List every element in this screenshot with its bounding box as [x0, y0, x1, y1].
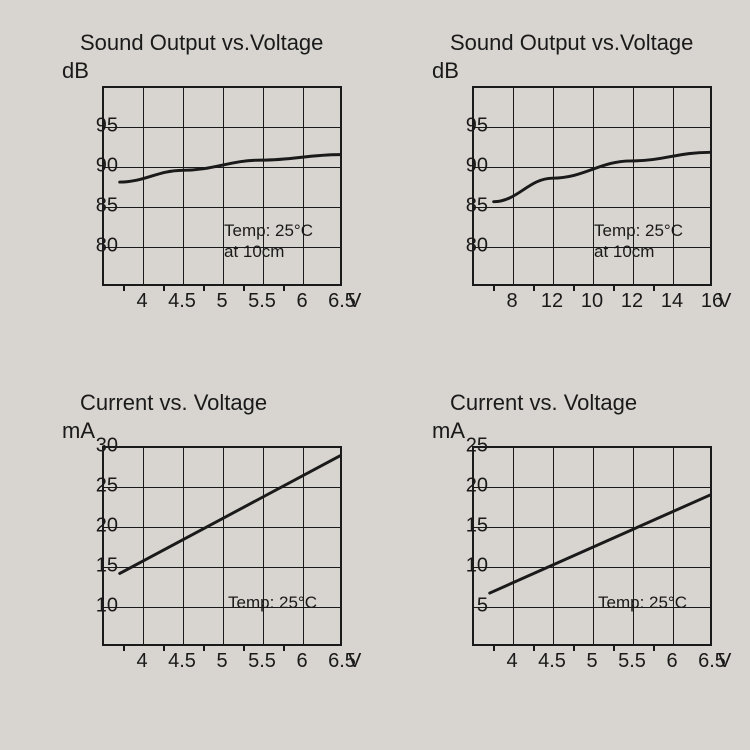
y-axis-label: 20 [428, 475, 488, 498]
x-axis-tick [613, 644, 615, 651]
chart-grid-page: Sound Output vs.VoltagedBTemp: 25°Cat 10… [0, 0, 750, 750]
chart-plot-area: Temp: 25°Cat 10cm [472, 86, 712, 286]
y-axis-label: 85 [58, 195, 118, 218]
annotation-line: at 10cm [224, 241, 313, 262]
y-axis-label: 20 [58, 515, 118, 538]
x-axis-tick [613, 284, 615, 291]
x-axis-label: 4 [136, 650, 147, 673]
y-axis-label: 80 [58, 235, 118, 258]
x-axis-label: 5 [586, 650, 597, 673]
x-axis-label: 4.5 [168, 290, 196, 313]
x-axis-label: 5 [216, 290, 227, 313]
x-axis-label: 6 [296, 650, 307, 673]
y-axis-label: 90 [428, 155, 488, 178]
y-axis-label: 85 [428, 195, 488, 218]
x-axis-tick [573, 284, 575, 291]
chart-title: Current vs. Voltage [450, 390, 637, 416]
x-axis-tick [203, 644, 205, 651]
y-axis-label: 10 [58, 595, 118, 618]
x-axis-tick [163, 284, 165, 291]
x-axis-label: 6 [296, 290, 307, 313]
x-axis-tick [283, 284, 285, 291]
y-axis-label: 90 [58, 155, 118, 178]
x-axis-tick [283, 644, 285, 651]
chart-title: Sound Output vs.Voltage [80, 30, 323, 56]
annotation-line: at 10cm [594, 241, 683, 262]
x-axis-label: 6 [666, 650, 677, 673]
x-axis-label: 4 [136, 290, 147, 313]
chart-plot-area: Temp: 25°C [102, 446, 342, 646]
chart-title: Sound Output vs.Voltage [450, 30, 693, 56]
chart-title: Current vs. Voltage [80, 390, 267, 416]
y-axis-label: 25 [428, 435, 488, 458]
x-axis-tick [123, 644, 125, 651]
x-axis-label: 4.5 [538, 650, 566, 673]
chart-curve [104, 448, 340, 644]
x-axis-tick [493, 644, 495, 651]
y-axis-unit: dB [62, 58, 89, 84]
y-axis-label: 30 [58, 435, 118, 458]
y-axis-label: 10 [428, 555, 488, 578]
x-axis-label: 12 [621, 290, 643, 313]
chart-panel: Sound Output vs.VoltagedB Temp: 25°Cat 10… [30, 30, 370, 360]
x-axis-tick [533, 284, 535, 291]
x-axis-tick [203, 284, 205, 291]
annotation-line: Temp: 25°C [598, 592, 687, 613]
y-axis-label: 25 [58, 475, 118, 498]
x-axis-label: 10 [581, 290, 603, 313]
x-axis-label: 8 [506, 290, 517, 313]
chart-plot-area: Temp: 25°C [472, 446, 712, 646]
x-axis-label: 5.5 [248, 650, 276, 673]
x-axis-label: 5.5 [618, 650, 646, 673]
x-axis-tick [163, 644, 165, 651]
x-axis-label: 5 [216, 650, 227, 673]
y-axis-label: 95 [58, 115, 118, 138]
chart-annotation: Temp: 25°Cat 10cm [594, 220, 683, 263]
chart-curve [474, 448, 710, 644]
x-axis-unit: V [348, 650, 361, 673]
y-axis-label: 15 [428, 515, 488, 538]
chart-plot-area: Temp: 25°Cat 10cm [102, 86, 342, 286]
x-axis-label: 14 [661, 290, 683, 313]
x-axis-tick [653, 284, 655, 291]
x-axis-tick [243, 644, 245, 651]
annotation-line: Temp: 25°C [228, 592, 317, 613]
x-axis-label: 4 [506, 650, 517, 673]
y-axis-unit: dB [432, 58, 459, 84]
chart-panel: Current vs. VoltagemATemp: 25°C101520253… [30, 390, 370, 720]
x-axis-tick [573, 644, 575, 651]
chart-annotation: Temp: 25°C [228, 592, 317, 613]
x-axis-tick [493, 284, 495, 291]
chart-panel: Current vs. VoltagemATemp: 25°C510152025… [400, 390, 740, 720]
chart-annotation: Temp: 25°Cat 10cm [224, 220, 313, 263]
chart-annotation: Temp: 25°C [598, 592, 687, 613]
x-axis-label: 4.5 [168, 650, 196, 673]
y-axis-label: 80 [428, 235, 488, 258]
y-axis-label: 5 [428, 595, 488, 618]
x-axis-tick [123, 284, 125, 291]
x-axis-tick [243, 284, 245, 291]
x-axis-tick [653, 644, 655, 651]
y-axis-label: 15 [58, 555, 118, 578]
y-axis-label: 95 [428, 115, 488, 138]
annotation-line: Temp: 25°C [594, 220, 683, 241]
x-axis-label: 12 [541, 290, 563, 313]
x-axis-unit: V [348, 290, 361, 313]
x-axis-label: 5.5 [248, 290, 276, 313]
x-axis-tick [533, 644, 535, 651]
annotation-line: Temp: 25°C [224, 220, 313, 241]
x-axis-unit: V [718, 650, 731, 673]
x-axis-unit: V [718, 290, 731, 313]
chart-panel: Sound Output vs.VoltagedB Temp: 25°Cat 10… [400, 30, 740, 360]
